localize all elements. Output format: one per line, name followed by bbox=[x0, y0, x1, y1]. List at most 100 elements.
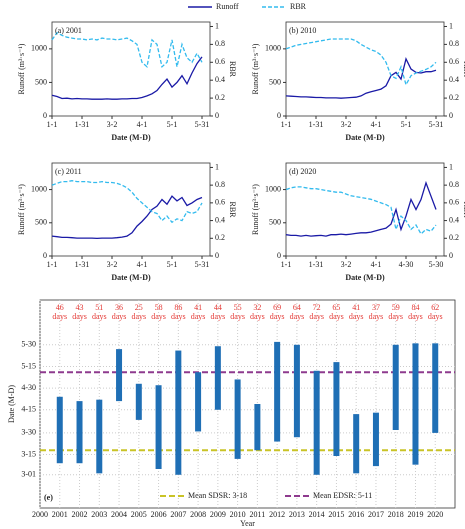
series-line bbox=[51, 56, 203, 100]
range-bar bbox=[195, 372, 202, 432]
x-tick-label: 3-2 bbox=[341, 260, 352, 269]
x-tick-label: 2006 bbox=[151, 510, 167, 519]
panel-label: (b) 2010 bbox=[289, 26, 316, 35]
x-tick-label: 2004 bbox=[111, 510, 127, 519]
duration-label: 58 bbox=[155, 303, 163, 312]
y2-tick-label: 0.8 bbox=[215, 180, 225, 189]
duration-label: 64 bbox=[293, 303, 301, 312]
range-bar bbox=[313, 370, 320, 475]
duration-unit: days bbox=[290, 312, 305, 321]
y-tick-label: 4-30 bbox=[21, 383, 36, 392]
duration-unit: days bbox=[388, 312, 403, 321]
y-tick-label: 0 bbox=[277, 251, 281, 260]
series-line bbox=[285, 186, 437, 235]
x-tick-label: 3-2 bbox=[107, 260, 118, 269]
x-tick-label: 1-31 bbox=[75, 260, 90, 269]
y2-tick-label: 0 bbox=[449, 111, 453, 120]
y2-tick-label: 0.2 bbox=[215, 93, 225, 102]
y2-tick-label: 0 bbox=[449, 251, 453, 260]
y-axis-label: Runoff (m³·s⁻¹) bbox=[251, 43, 260, 94]
duration-label: 41 bbox=[194, 303, 202, 312]
range-bar bbox=[234, 379, 241, 459]
duration-unit: days bbox=[428, 312, 443, 321]
y2-axis-label: RBR bbox=[462, 61, 465, 78]
duration-unit: days bbox=[72, 312, 87, 321]
y-tick-label: 500 bbox=[269, 77, 281, 86]
x-tick-label: 2016 bbox=[348, 510, 364, 519]
x-tick-label: 2019 bbox=[407, 510, 423, 519]
x-tick-label: 4-1 bbox=[137, 120, 148, 129]
duration-unit: days bbox=[408, 312, 423, 321]
plot-frame bbox=[39, 299, 456, 509]
x-tick-label: 3-2 bbox=[107, 120, 118, 129]
y-tick-label: 3-01 bbox=[21, 470, 36, 479]
y-tick-label: 500 bbox=[269, 218, 281, 227]
x-tick-label: 5-31 bbox=[195, 260, 210, 269]
duration-label: 51 bbox=[95, 303, 103, 312]
range-bar bbox=[274, 341, 281, 442]
y2-tick-label: 0 bbox=[215, 251, 219, 260]
y2-axis-label: RBR bbox=[228, 201, 237, 218]
x-tick-label: 2007 bbox=[170, 510, 186, 519]
y2-tick-label: 1 bbox=[215, 162, 219, 171]
x-tick-label: 2012 bbox=[269, 510, 285, 519]
x-tick-label: 2018 bbox=[388, 510, 404, 519]
y-axis-label: Runoff (m³·s⁻¹) bbox=[17, 184, 26, 235]
duration-unit: days bbox=[112, 312, 127, 321]
x-tick-label: 2010 bbox=[230, 510, 246, 519]
range-bar bbox=[135, 383, 142, 420]
x-tick-label: 5-1 bbox=[401, 120, 412, 129]
y2-tick-label: 0.2 bbox=[215, 233, 225, 242]
y2-tick-label: 0.8 bbox=[449, 39, 459, 48]
y-tick-label: 0 bbox=[43, 111, 47, 120]
y-tick-label: 500 bbox=[35, 218, 47, 227]
duration-label: 36 bbox=[115, 303, 123, 312]
x-tick-label: 5-31 bbox=[195, 120, 210, 129]
y2-tick-label: 0.4 bbox=[449, 75, 459, 84]
range-bar bbox=[116, 349, 123, 402]
range-bar bbox=[412, 343, 419, 465]
y2-tick-label: 0.4 bbox=[449, 215, 459, 224]
range-bar bbox=[214, 346, 221, 410]
range-bar bbox=[392, 344, 399, 430]
x-tick-label: 1-31 bbox=[75, 120, 90, 129]
y-tick-label: 1000 bbox=[265, 44, 281, 53]
duration-label: 65 bbox=[332, 303, 340, 312]
duration-label: 59 bbox=[392, 303, 400, 312]
panel-label: (c) 2011 bbox=[55, 167, 82, 176]
duration-unit: days bbox=[250, 312, 265, 321]
range-bar bbox=[353, 414, 360, 474]
range-bar bbox=[175, 350, 182, 475]
x-tick-label: 2014 bbox=[309, 510, 325, 519]
duration-label: 69 bbox=[273, 303, 281, 312]
x-tick-label: 1-1 bbox=[281, 260, 292, 269]
series-line bbox=[51, 180, 203, 224]
x-tick-label: 1-31 bbox=[309, 120, 324, 129]
x-tick-label: 2008 bbox=[190, 510, 206, 519]
y-tick-label: 1000 bbox=[265, 184, 281, 193]
duration-label: 72 bbox=[313, 303, 321, 312]
y-tick-label: 5-30 bbox=[21, 340, 36, 349]
x-tick-label: 2011 bbox=[250, 510, 266, 519]
y-tick-label: 500 bbox=[35, 77, 47, 86]
plot-frame bbox=[285, 162, 445, 257]
x-tick-label: 2002 bbox=[72, 510, 88, 519]
y-tick-label: 3-15 bbox=[21, 449, 36, 458]
y2-tick-label: 0 bbox=[215, 111, 219, 120]
legend-label: RBR bbox=[290, 2, 307, 11]
y2-tick-label: 0.8 bbox=[449, 180, 459, 189]
duration-label: 43 bbox=[76, 303, 84, 312]
x-tick-label: 4-1 bbox=[371, 120, 382, 129]
y-tick-label: 1000 bbox=[31, 44, 47, 53]
series-line bbox=[51, 195, 203, 240]
y-axis-label: Runoff (m³·s⁻¹) bbox=[17, 43, 26, 94]
x-tick-label: 2017 bbox=[368, 510, 384, 519]
x-tick-label: 2003 bbox=[91, 510, 107, 519]
duration-unit: days bbox=[131, 312, 146, 321]
y2-tick-label: 1 bbox=[215, 21, 219, 30]
x-tick-label: 3-2 bbox=[341, 120, 352, 129]
y-tick-label: 0 bbox=[43, 251, 47, 260]
range-bar bbox=[254, 404, 261, 451]
y2-tick-label: 0.2 bbox=[449, 233, 459, 242]
